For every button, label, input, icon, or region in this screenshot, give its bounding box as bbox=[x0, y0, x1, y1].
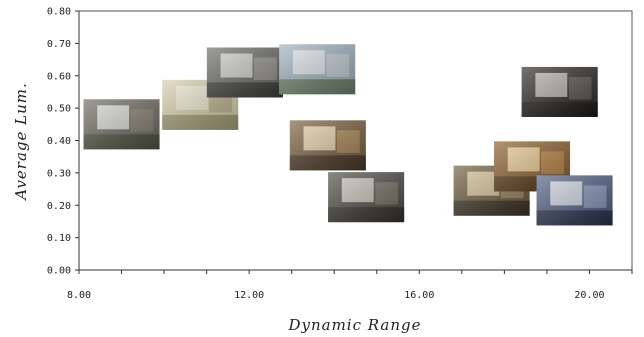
thumbnail-shade bbox=[83, 99, 160, 150]
thumbnail-shade bbox=[328, 172, 405, 223]
y-tick-label: 0.70 bbox=[47, 39, 71, 50]
x-tick-label: 16.00 bbox=[404, 290, 434, 301]
y-tick-label: 0.50 bbox=[47, 104, 71, 115]
y-tick-label: 0.60 bbox=[47, 71, 71, 82]
y-tick-label: 0.80 bbox=[47, 7, 71, 18]
data-points bbox=[83, 44, 613, 226]
x-tick-label: 12.00 bbox=[234, 290, 264, 301]
y-tick-label: 0.40 bbox=[47, 136, 71, 147]
thumbnail-shade bbox=[536, 175, 613, 226]
data-point-thumbnail bbox=[83, 99, 160, 150]
y-tick-label: 0.10 bbox=[47, 233, 71, 244]
data-point-thumbnail bbox=[206, 47, 283, 98]
y-axis-label: Average Lum. bbox=[12, 82, 30, 202]
thumbnail-shade bbox=[289, 120, 366, 171]
data-point-thumbnail bbox=[521, 66, 598, 117]
data-point-thumbnail bbox=[536, 175, 613, 226]
data-point-thumbnail bbox=[279, 44, 356, 95]
y-tick-label: 0.20 bbox=[47, 201, 71, 212]
thumbnail-shade bbox=[521, 66, 598, 117]
x-axis: 8.00 12.00 16.00 20.00 bbox=[67, 269, 633, 301]
thumbnail-shade bbox=[206, 47, 283, 98]
y-tick-label: 0.00 bbox=[47, 266, 71, 277]
thumbnail-shade bbox=[279, 44, 356, 95]
data-point-thumbnail bbox=[328, 172, 405, 223]
x-tick-label: 8.00 bbox=[67, 290, 91, 301]
x-tick-label: 20.00 bbox=[574, 290, 604, 301]
x-axis-label: Dynamic Range bbox=[287, 316, 421, 334]
y-axis: 0.00 0.10 0.20 0.30 0.40 0.50 0.60 0.70 0.80 bbox=[47, 7, 80, 277]
y-tick-label: 0.30 bbox=[47, 168, 71, 179]
data-point-thumbnail bbox=[289, 120, 366, 171]
